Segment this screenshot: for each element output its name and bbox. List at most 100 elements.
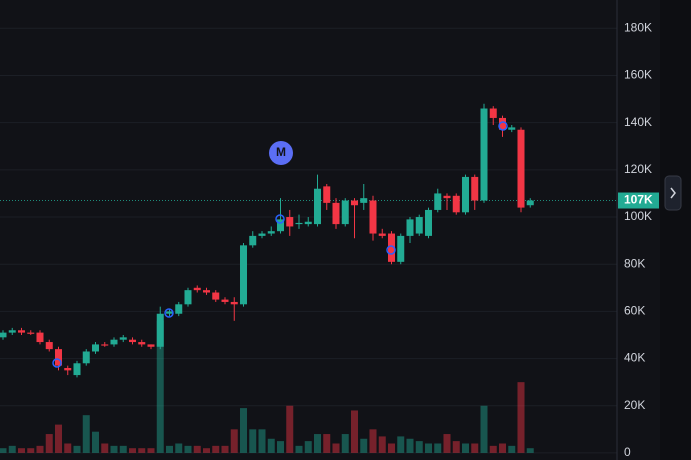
volume-bar (249, 429, 257, 453)
volume-bar (415, 441, 423, 453)
candle-body (323, 186, 331, 203)
candle-body (119, 337, 127, 340)
volume-bar (314, 434, 321, 453)
side-panel (660, 0, 691, 460)
marker (164, 308, 174, 318)
candle-body (406, 219, 414, 236)
marker (52, 358, 62, 368)
candle-body (221, 299, 229, 302)
candle-body (36, 332, 44, 343)
expand-icon[interactable] (670, 187, 676, 199)
volume-bar (203, 448, 210, 453)
event-markers (52, 121, 508, 368)
candle-body (203, 290, 210, 293)
candle-body (249, 235, 257, 246)
candle-body (18, 330, 25, 333)
volume-bar (378, 436, 386, 453)
y-tick-label: 100K (624, 209, 652, 223)
candle-body (212, 292, 220, 300)
volume-bar (471, 443, 479, 453)
y-tick-label: 180K (624, 20, 652, 34)
last-price-label: 107K (624, 193, 653, 207)
candle-body (360, 198, 368, 203)
volume-bar (360, 438, 368, 453)
y-tick-label: 140K (624, 115, 652, 129)
candle-body (388, 233, 395, 262)
candle-body (129, 339, 136, 343)
badge-label[interactable]: M (276, 145, 286, 159)
candle-body (267, 231, 275, 234)
candle-body (415, 217, 423, 234)
volume-bar (267, 438, 275, 453)
volume-bar (0, 448, 7, 453)
candle-body (286, 217, 294, 227)
volume-bar (73, 445, 81, 453)
volume-bar (277, 441, 284, 453)
candle-body (27, 332, 35, 334)
candle-body (489, 108, 497, 118)
candle-body (508, 127, 516, 130)
volume-bar (193, 445, 201, 453)
volume-bar (388, 443, 395, 453)
volume-bar (526, 448, 534, 453)
candle-body (166, 311, 173, 314)
candle-body (184, 290, 192, 305)
candle-body (64, 368, 72, 371)
volume-bar (517, 382, 525, 453)
volume-bar (212, 445, 220, 453)
volume-bar (119, 445, 127, 453)
y-tick-label: 120K (624, 162, 652, 176)
volume-bar (425, 443, 432, 453)
candle-body (304, 221, 312, 225)
candle-body (378, 233, 386, 236)
candle-body (82, 351, 90, 364)
candle-body (277, 219, 284, 232)
candle-body (434, 193, 442, 210)
volume-bar (286, 405, 294, 453)
volume-bar (499, 443, 506, 453)
candle-body (314, 188, 321, 225)
candle-body (295, 222, 303, 225)
price-axis: 0 20K 40K 60K 80K 100K 120K 140K 160K 180K 107K (618, 20, 659, 459)
candle-body (351, 200, 358, 206)
volume-bar (323, 434, 331, 453)
volume-bar (240, 408, 247, 453)
candle-body (471, 176, 479, 201)
marker (498, 121, 508, 131)
candle-body (8, 330, 16, 333)
candle-body (452, 195, 460, 213)
volume-bar (341, 434, 349, 453)
volume-bar (27, 448, 35, 453)
volume-bar (258, 429, 266, 453)
y-tick-label: 20K (624, 398, 645, 412)
volume-bar (110, 445, 118, 453)
volume-bar (156, 320, 164, 453)
volume-layer (0, 320, 534, 453)
volume-bar (8, 445, 16, 453)
candle-body (138, 342, 146, 345)
volume-bar (434, 443, 442, 453)
volume-bar (175, 443, 183, 453)
volume-bar (18, 448, 25, 453)
candle-body (425, 209, 432, 236)
candle-body (73, 363, 81, 376)
volume-bar (230, 429, 238, 453)
candle-layer (0, 103, 534, 378)
volume-bar (304, 441, 312, 453)
candle-body (45, 342, 53, 350)
candle-body (92, 344, 99, 352)
expand-button[interactable] (664, 175, 682, 211)
candle-body (175, 304, 183, 314)
y-tick-label: 80K (624, 256, 645, 270)
volume-bar (166, 445, 173, 453)
candle-body (110, 339, 118, 345)
candle-body (147, 344, 155, 347)
candle-body (240, 245, 247, 305)
volume-bar (295, 445, 303, 453)
badge[interactable] (269, 141, 293, 165)
volume-bar (480, 405, 488, 453)
volume-bar (369, 429, 377, 453)
candle-body (369, 200, 377, 234)
